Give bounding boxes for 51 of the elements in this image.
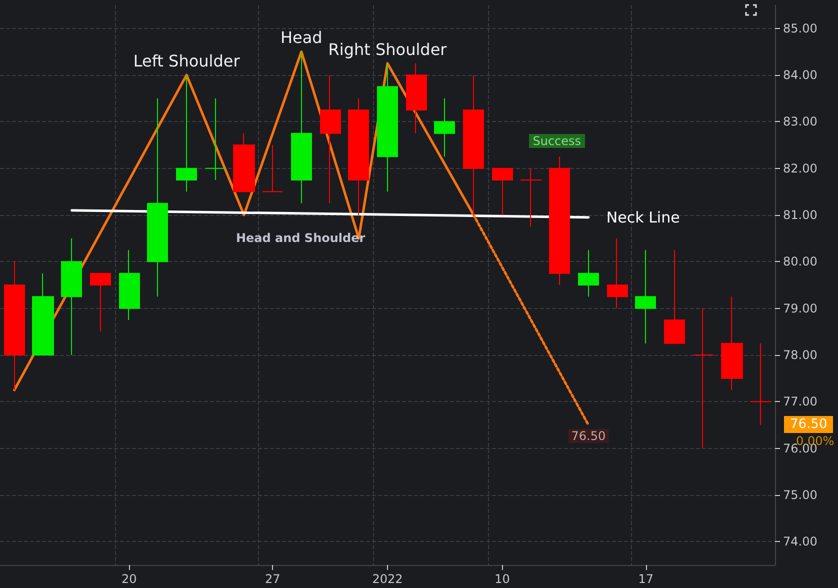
annotation: Head and Shoulder bbox=[236, 230, 366, 245]
y-tick-label: 74.00 bbox=[783, 534, 818, 549]
x-tick-label: 20 bbox=[122, 572, 137, 586]
text: 76.50 bbox=[784, 416, 834, 433]
candlestick bbox=[607, 238, 628, 309]
candlestick bbox=[434, 98, 455, 158]
series-label: Neck Line bbox=[606, 208, 680, 226]
candlestick bbox=[291, 51, 312, 204]
y-tick-label: 77.00 bbox=[783, 394, 818, 409]
y-tick-label: 78.00 bbox=[783, 348, 818, 362]
candlestick bbox=[205, 98, 226, 180]
y-tick-label: 75.00 bbox=[783, 488, 818, 502]
candlestick bbox=[61, 238, 82, 356]
candlestick bbox=[635, 250, 656, 344]
candlestick bbox=[578, 250, 599, 298]
data-label: 76.50 bbox=[571, 429, 606, 443]
annotation: Success bbox=[528, 134, 586, 148]
candlestick bbox=[520, 168, 542, 228]
candlestick bbox=[549, 156, 570, 286]
candlestick bbox=[348, 98, 369, 216]
candlestick bbox=[406, 62, 427, 134]
candlestick bbox=[119, 250, 140, 320]
candlestick bbox=[320, 74, 341, 204]
y-tick-label: 81.00 bbox=[783, 208, 818, 222]
y-tick-label: 82.00 bbox=[783, 161, 818, 176]
candlestick bbox=[721, 296, 743, 390]
candlestick bbox=[233, 132, 255, 192]
data-label: Right Shoulder bbox=[328, 40, 448, 59]
y-tick-label: 79.00 bbox=[783, 301, 818, 316]
candlestick bbox=[176, 74, 197, 192]
x-tick-label: 27 bbox=[265, 572, 280, 586]
candlestick bbox=[147, 98, 168, 298]
candlestick bbox=[377, 62, 398, 192]
candlestick bbox=[32, 272, 54, 356]
x-tick-label: 17 bbox=[638, 572, 654, 586]
data-label: Left Shoulder bbox=[133, 52, 240, 70]
candlestick bbox=[4, 261, 25, 390]
y-tick-label: 83.00 bbox=[783, 114, 818, 129]
candlestick bbox=[492, 168, 513, 216]
candlestick bbox=[262, 144, 283, 192]
x-tick-label: 10 bbox=[494, 572, 510, 586]
candlestick bbox=[693, 308, 714, 449]
candlestick bbox=[664, 250, 685, 344]
candlestick bbox=[463, 74, 484, 216]
y-tick-label: 84.00 bbox=[783, 68, 818, 82]
y-tick-label: 85.00 bbox=[783, 21, 818, 36]
data-label: Head bbox=[280, 28, 322, 48]
x-tick-label: 2022 bbox=[372, 572, 403, 586]
candlestick bbox=[90, 272, 111, 332]
candlestick bbox=[750, 342, 771, 426]
y-tick-label: 80.00 bbox=[783, 254, 818, 269]
